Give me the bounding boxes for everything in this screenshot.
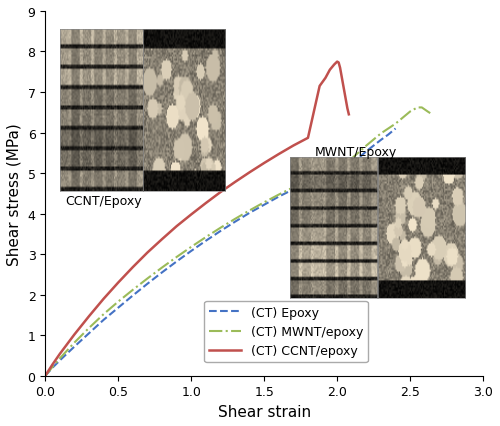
(CT) Epoxy	[232, 220, 238, 225]
(CT) MWNT/epoxy	[364, 144, 370, 149]
(CT) MWNT/epoxy	[261, 200, 267, 205]
(CT) Epoxy	[115, 305, 121, 311]
(CT) Epoxy	[261, 203, 267, 208]
Line: (CT) Epoxy: (CT) Epoxy	[45, 129, 396, 376]
(CT) CCNT/epoxy	[57, 351, 63, 357]
(CT) MWNT/epoxy	[320, 172, 326, 177]
(CT) Epoxy	[144, 282, 150, 287]
Legend: (CT) Epoxy, (CT) MWNT/epoxy, (CT) CCNT/epoxy: (CT) Epoxy, (CT) MWNT/epoxy, (CT) CCNT/e…	[204, 301, 368, 363]
(CT) CCNT/epoxy	[344, 106, 350, 112]
(CT) CCNT/epoxy	[50, 362, 56, 367]
(CT) CCNT/epoxy	[232, 180, 238, 185]
(CT) MWNT/epoxy	[348, 157, 354, 162]
(CT) CCNT/epoxy	[246, 170, 252, 176]
(CT) CCNT/epoxy	[218, 190, 224, 195]
(CT) Epoxy	[130, 293, 136, 298]
(CT) MWNT/epoxy	[419, 106, 425, 111]
(CT) Epoxy	[385, 133, 391, 138]
(CT) MWNT/epoxy	[188, 245, 194, 250]
(CT) CCNT/epoxy	[338, 74, 344, 79]
(CT) MWNT/epoxy	[86, 325, 92, 331]
(CT) MWNT/epoxy	[429, 112, 435, 118]
(CT) MWNT/epoxy	[100, 312, 106, 317]
(CT) CCNT/epoxy	[261, 161, 267, 166]
Text: CCNT/Epoxy: CCNT/Epoxy	[65, 195, 142, 207]
(CT) Epoxy	[348, 162, 354, 167]
(CT) Epoxy	[290, 187, 296, 193]
(CT) MWNT/epoxy	[218, 226, 224, 231]
(CT) CCNT/epoxy	[144, 250, 150, 256]
(CT) Epoxy	[174, 259, 180, 265]
(CT) Epoxy	[203, 239, 209, 244]
(CT) MWNT/epoxy	[57, 356, 63, 361]
(CT) MWNT/epoxy	[407, 109, 413, 115]
(CT) Epoxy	[159, 270, 165, 275]
(CT) MWNT/epoxy	[305, 178, 311, 184]
Text: MWNT/Epoxy: MWNT/Epoxy	[315, 146, 397, 158]
(CT) CCNT/epoxy	[290, 144, 296, 149]
(CT) Epoxy	[188, 249, 194, 254]
(CT) CCNT/epoxy	[336, 61, 342, 66]
(CT) MWNT/epoxy	[424, 109, 430, 115]
(CT) CCNT/epoxy	[159, 237, 165, 242]
(CT) CCNT/epoxy	[316, 84, 322, 89]
(CT) CCNT/epoxy	[188, 213, 194, 218]
(CT) CCNT/epoxy	[100, 296, 106, 302]
(CT) Epoxy	[100, 317, 106, 322]
(CT) MWNT/epoxy	[232, 217, 238, 222]
(CT) CCNT/epoxy	[174, 224, 180, 229]
(CT) CCNT/epoxy	[276, 152, 282, 157]
(CT) Epoxy	[218, 229, 224, 234]
(CT) MWNT/epoxy	[50, 364, 56, 369]
Line: (CT) CCNT/epoxy: (CT) CCNT/epoxy	[45, 63, 349, 376]
(CT) MWNT/epoxy	[378, 132, 384, 137]
(CT) Epoxy	[364, 149, 370, 154]
(CT) CCNT/epoxy	[86, 314, 92, 319]
(CT) MWNT/epoxy	[159, 265, 165, 271]
(CT) MWNT/epoxy	[174, 255, 180, 260]
(CT) MWNT/epoxy	[392, 122, 398, 127]
(CT) Epoxy	[305, 181, 311, 186]
(CT) MWNT/epoxy	[203, 235, 209, 240]
(CT) MWNT/epoxy	[334, 166, 340, 171]
(CT) MWNT/epoxy	[144, 276, 150, 282]
(CT) CCNT/epoxy	[115, 280, 121, 285]
(CT) MWNT/epoxy	[130, 288, 136, 293]
(CT) Epoxy	[72, 344, 78, 349]
(CT) CCNT/epoxy	[346, 112, 352, 118]
(CT) Epoxy	[334, 168, 340, 173]
Y-axis label: Shear stress (MPa): Shear stress (MPa)	[7, 123, 22, 265]
(CT) CCNT/epoxy	[72, 332, 78, 337]
(CT) CCNT/epoxy	[331, 63, 337, 68]
(CT) Epoxy	[50, 365, 56, 370]
(CT) CCNT/epoxy	[342, 90, 347, 95]
(CT) CCNT/epoxy	[203, 201, 209, 206]
(CT) CCNT/epoxy	[327, 68, 333, 73]
(CT) MWNT/epoxy	[414, 106, 420, 111]
(CT) Epoxy	[320, 174, 326, 179]
(CT) MWNT/epoxy	[276, 193, 282, 198]
(CT) CCNT/epoxy	[42, 373, 48, 378]
(CT) Epoxy	[246, 211, 252, 216]
(CT) Epoxy	[86, 331, 92, 336]
(CT) CCNT/epoxy	[337, 66, 343, 71]
Line: (CT) MWNT/epoxy: (CT) MWNT/epoxy	[45, 108, 432, 376]
(CT) CCNT/epoxy	[305, 136, 311, 141]
(CT) CCNT/epoxy	[334, 60, 340, 65]
(CT) Epoxy	[57, 358, 63, 363]
(CT) MWNT/epoxy	[115, 299, 121, 305]
(CT) Epoxy	[42, 373, 48, 378]
(CT) Epoxy	[392, 127, 398, 132]
(CT) CCNT/epoxy	[130, 265, 136, 270]
(CT) MWNT/epoxy	[246, 208, 252, 213]
(CT) MWNT/epoxy	[72, 340, 78, 345]
(CT) CCNT/epoxy	[322, 76, 328, 81]
(CT) MWNT/epoxy	[290, 185, 296, 190]
(CT) CCNT/epoxy	[343, 98, 349, 104]
(CT) Epoxy	[276, 195, 282, 200]
X-axis label: Shear strain: Shear strain	[218, 404, 310, 419]
(CT) MWNT/epoxy	[42, 373, 48, 378]
(CT) Epoxy	[378, 138, 384, 143]
